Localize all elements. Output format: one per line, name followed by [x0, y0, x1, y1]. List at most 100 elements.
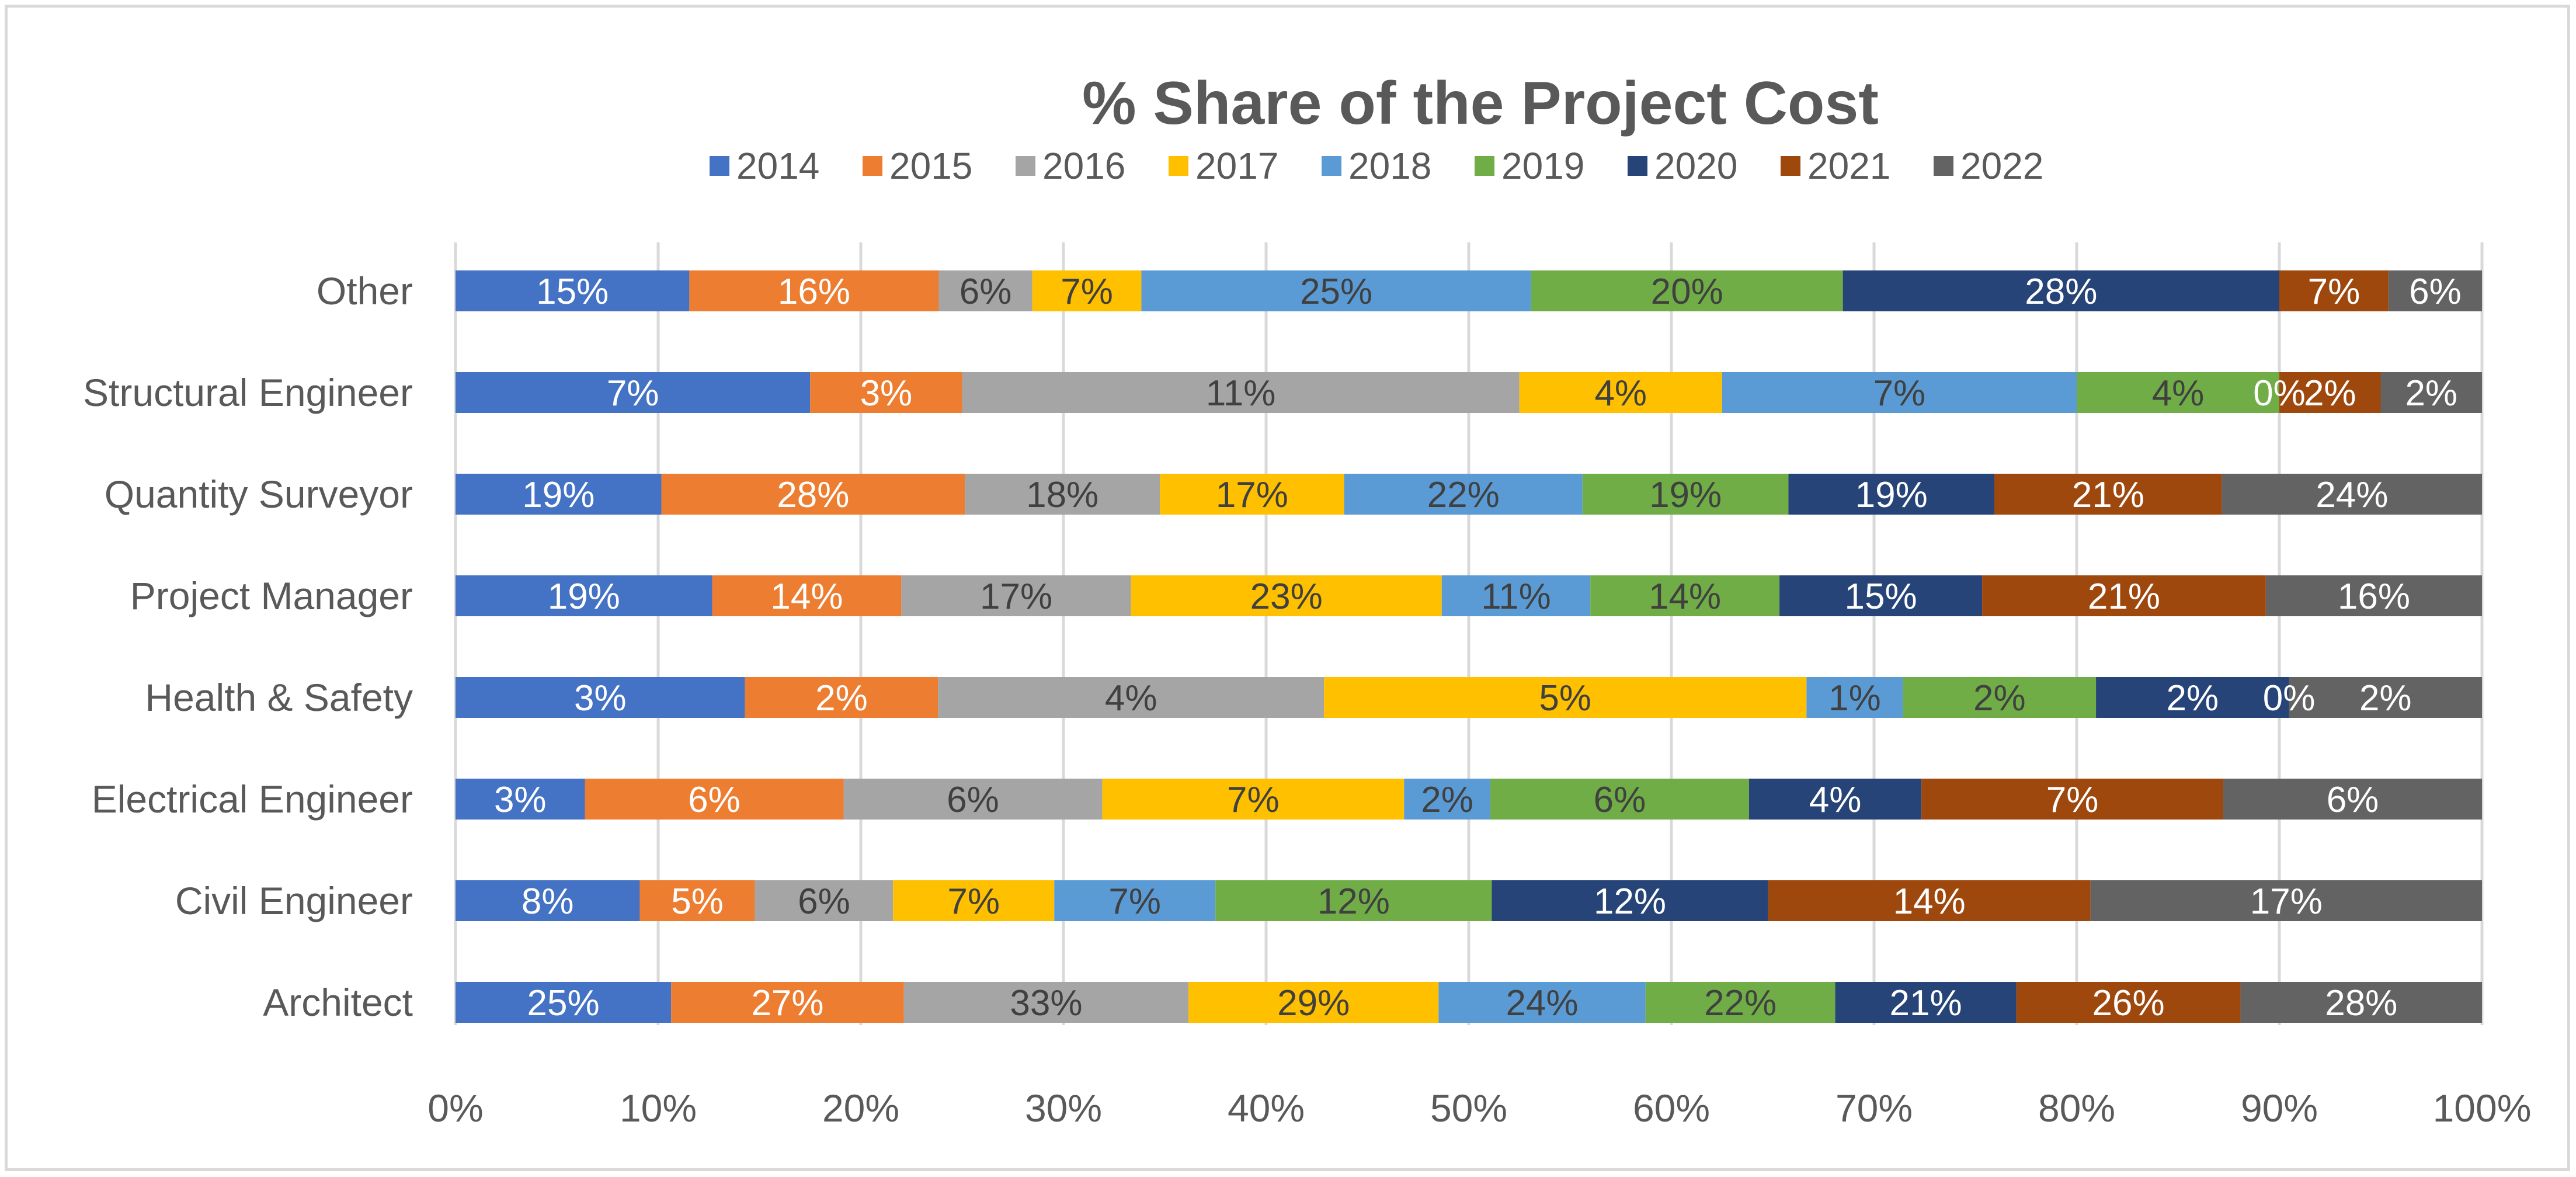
- data-label: 14%: [1649, 577, 1721, 617]
- bar-segment: [745, 677, 938, 718]
- data-label: 6%: [2409, 272, 2462, 312]
- bar-segment: [2289, 677, 2482, 718]
- bar-segment: [1994, 474, 2222, 515]
- bar-segment: [1032, 270, 1142, 311]
- data-label: 0%: [2253, 373, 2306, 414]
- data-label: 3%: [574, 678, 627, 718]
- data-label: 21%: [1890, 983, 1962, 1023]
- bar-segment: [456, 982, 672, 1023]
- data-label: 29%: [1277, 983, 1350, 1023]
- bar-segment: [2096, 677, 2289, 718]
- bar-segment: [2223, 779, 2482, 820]
- data-label: 6%: [1594, 780, 1646, 820]
- bar-segment: [1903, 677, 2097, 718]
- data-label: 4%: [1105, 678, 1157, 718]
- bar-segment: [2388, 270, 2482, 311]
- data-label: 21%: [2072, 475, 2144, 515]
- data-label: 26%: [2092, 983, 2165, 1023]
- bar-segment: [2016, 982, 2241, 1023]
- bar-segment: [2090, 880, 2482, 921]
- data-label: 16%: [778, 272, 850, 312]
- bar-segment: [585, 779, 844, 820]
- data-label: 7%: [1061, 272, 1113, 312]
- legend-entry: 2015: [889, 145, 972, 187]
- bar-segment: [1102, 779, 1405, 820]
- data-label: 5%: [671, 881, 724, 922]
- legend-entry: 2019: [1501, 145, 1584, 187]
- bar-segment: [671, 982, 904, 1023]
- bar-segment: [456, 880, 640, 921]
- bar-segment: [1748, 779, 1922, 820]
- data-label: 5%: [1539, 678, 1591, 718]
- data-label: 1%: [1828, 678, 1881, 718]
- bar-segment: [1141, 270, 1531, 311]
- bar-segment: [1788, 474, 1994, 515]
- data-label: 12%: [1594, 881, 1666, 922]
- bar-segment: [843, 779, 1103, 820]
- data-label: 24%: [2316, 475, 2388, 515]
- category-label: Project Manager: [130, 574, 413, 617]
- bar-segment: [1054, 880, 1216, 921]
- data-label: 7%: [1227, 780, 1280, 820]
- x-tick-label: 70%: [1835, 1086, 1913, 1130]
- data-label: 2%: [2405, 373, 2457, 414]
- legend-entry: 2018: [1348, 145, 1431, 187]
- data-label: 19%: [522, 475, 595, 515]
- legend-entry: 2020: [1654, 145, 1737, 187]
- data-label: 17%: [1216, 475, 1288, 515]
- data-label: 19%: [1649, 475, 1722, 515]
- bar-segment: [1404, 779, 1490, 820]
- x-tick-label: 20%: [822, 1086, 899, 1130]
- data-label: 19%: [548, 577, 620, 617]
- data-label: 7%: [607, 373, 659, 414]
- data-label: 12%: [1317, 881, 1390, 922]
- data-label: 8%: [522, 881, 574, 922]
- data-labels: 25% 27% 33% 29% 24% 22% 21% 26% 28% 8% 5% 6% 7% 7% 12%…: [494, 272, 2462, 1023]
- bar-segment: [2265, 575, 2482, 616]
- x-tick-label: 30%: [1025, 1086, 1102, 1130]
- data-label: 23%: [1250, 577, 1323, 617]
- data-label: 2%: [2304, 373, 2356, 414]
- legend-swatch: [1475, 156, 1494, 176]
- bar-segment: [1188, 982, 1439, 1023]
- bar-segment: [1131, 575, 1442, 616]
- bar-segment: [1722, 372, 2077, 413]
- data-label: 0%: [2263, 678, 2316, 718]
- legend-swatch: [1781, 156, 1800, 176]
- data-label: 28%: [2025, 272, 2097, 312]
- data-label: 28%: [2325, 983, 2397, 1023]
- x-tick-label: 90%: [2241, 1086, 2318, 1130]
- x-tick-label: 10%: [620, 1086, 697, 1130]
- data-label: 33%: [1010, 983, 1082, 1023]
- bar-segment: [689, 270, 939, 311]
- data-label: 14%: [1893, 881, 1966, 922]
- bar-segment: [1438, 982, 1646, 1023]
- bar-segment: [2380, 372, 2482, 413]
- data-label: 7%: [1873, 373, 1926, 414]
- category-label: Electrical Engineer: [92, 777, 413, 821]
- data-label: 15%: [1845, 577, 1917, 617]
- bar-segment: [962, 372, 1520, 413]
- data-label: 17%: [980, 577, 1052, 617]
- bar-segment: [1982, 575, 2266, 616]
- bar-segment: [456, 575, 712, 616]
- data-label: 2%: [2166, 678, 2219, 718]
- data-label: 7%: [2308, 272, 2361, 312]
- bar-segment: [1441, 575, 1591, 616]
- x-tick-label: 50%: [1430, 1086, 1507, 1130]
- legend-swatch: [1169, 156, 1188, 176]
- data-label: 28%: [777, 475, 849, 515]
- data-label: 6%: [798, 881, 850, 922]
- bar-segment: [2279, 270, 2389, 311]
- data-label: 2%: [1421, 780, 1473, 820]
- data-label: 6%: [960, 272, 1012, 312]
- bar-segment: [2240, 982, 2482, 1023]
- data-label: 6%: [2327, 780, 2379, 820]
- bar-segment: [938, 677, 1324, 718]
- category-label: Health & Safety: [145, 676, 413, 719]
- bar-segment: [810, 372, 962, 413]
- data-label: 4%: [1809, 780, 1862, 820]
- data-label: 6%: [688, 780, 741, 820]
- bar-segment: [755, 880, 894, 921]
- data-label: 22%: [1704, 983, 1777, 1023]
